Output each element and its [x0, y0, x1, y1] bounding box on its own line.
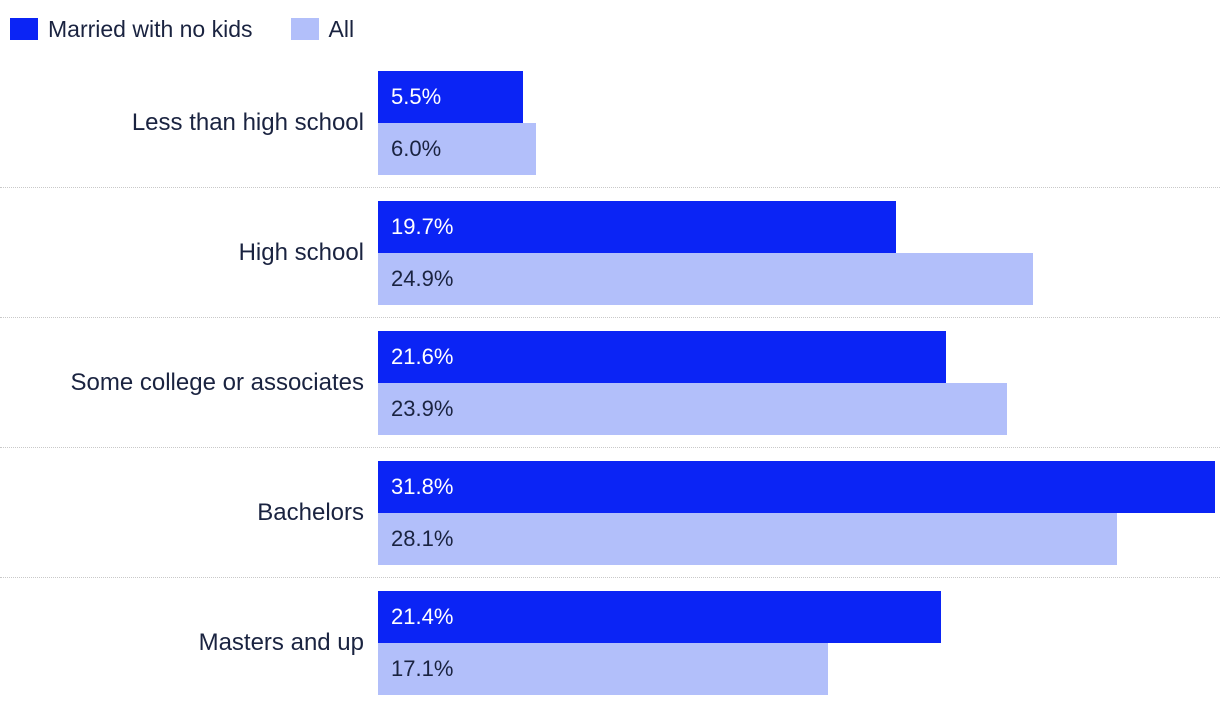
bar-value-label: 28.1%: [391, 525, 454, 551]
bar-value-label: 24.9%: [391, 265, 454, 291]
category-label: High school: [238, 238, 364, 266]
bar-chart: Less than high school 5.5% 6.0% High school…: [0, 58, 1220, 708]
bar-group: 21.4% 17.1%: [378, 591, 1220, 695]
category-row: Bachelors 31.8% 28.1%: [0, 448, 1220, 578]
bar-value-label: 21.4%: [391, 604, 454, 629]
legend-item-married-no-kids[interactable]: Married with no kids: [10, 16, 253, 43]
bar-all[interactable]: 6.0%: [378, 122, 536, 175]
category-label: Bachelors: [257, 498, 364, 526]
bar-group: 19.7% 24.9%: [378, 200, 1220, 305]
bar-all[interactable]: 24.9%: [378, 252, 1034, 305]
category-label: Some college or associates: [70, 368, 364, 396]
bar-married-no-kids[interactable]: 19.7%: [378, 200, 897, 253]
bar-married-no-kids[interactable]: 21.6%: [378, 330, 947, 383]
bar-all[interactable]: 17.1%: [378, 643, 828, 695]
legend-swatch-married-no-kids: [10, 18, 38, 40]
bar-value-label: 21.6%: [391, 343, 454, 369]
legend-label-married-no-kids: Married with no kids: [48, 15, 253, 42]
category-row: Masters and up 21.4% 17.1%: [0, 578, 1220, 708]
bar-group: 5.5% 6.0%: [378, 70, 1220, 175]
legend-label-all: All: [328, 15, 355, 42]
bar-value-label: 17.1%: [391, 656, 454, 681]
chart-legend: Married with no kids All: [0, 0, 1220, 46]
bar-married-no-kids[interactable]: 21.4%: [378, 591, 942, 643]
category-row: Some college or associates 21.6% 23.9%: [0, 318, 1220, 448]
category-row: Less than high school 5.5% 6.0%: [0, 58, 1220, 188]
bar-married-no-kids[interactable]: 5.5%: [378, 70, 523, 123]
category-row: High school 19.7% 24.9%: [0, 188, 1220, 318]
bar-value-label: 31.8%: [391, 473, 454, 499]
bar-value-label: 5.5%: [391, 83, 442, 109]
legend-swatch-all: [290, 18, 319, 40]
bar-group: 21.6% 23.9%: [378, 330, 1220, 435]
bar-married-no-kids[interactable]: 31.8%: [378, 460, 1215, 513]
bar-value-label: 23.9%: [391, 395, 454, 421]
bar-group: 31.8% 28.1%: [378, 460, 1220, 565]
legend-item-all[interactable]: All: [290, 15, 355, 43]
bar-value-label: 19.7%: [391, 213, 454, 239]
bar-all[interactable]: 23.9%: [378, 382, 1007, 435]
bar-value-label: 6.0%: [391, 135, 442, 161]
bar-all[interactable]: 28.1%: [378, 512, 1118, 565]
category-label: Masters and up: [198, 629, 364, 656]
category-label: Less than high school: [131, 108, 364, 136]
